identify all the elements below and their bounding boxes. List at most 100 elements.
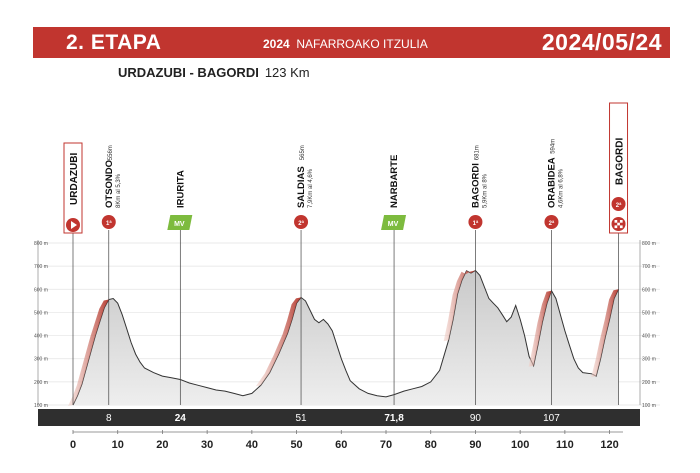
- km-bar-label: 107: [543, 413, 560, 424]
- marker-name: BAGORDI: [615, 138, 626, 185]
- y-axis-right: 100 m 200 m 300 m 400 m 500 m 600 m 700 m 800 m: [639, 240, 656, 409]
- y-tick-label-right: 100 m: [642, 403, 656, 409]
- y-tick-label-left: 400 m: [34, 334, 48, 340]
- climb-badge-icon: [294, 215, 309, 229]
- race-year: 2024: [263, 37, 290, 51]
- climb-badge-icon: [611, 197, 626, 211]
- y-tick-label-left: 600 m: [34, 287, 48, 293]
- marker-climb: 2ª SALDIAS 565m 7,9Km al 4,6%: [294, 145, 314, 405]
- climb-ribbon: [528, 290, 552, 367]
- y-tick-label-right: 200 m: [642, 380, 656, 386]
- km-bar-label: 51: [295, 413, 307, 424]
- x-tick-label: 120: [600, 439, 618, 451]
- checker-square: [617, 222, 620, 226]
- km-bar-background: [38, 409, 640, 426]
- checker-square: [619, 225, 623, 229]
- climb-altitude: 565m: [300, 145, 306, 160]
- y-tick-label-left: 500 m: [34, 310, 48, 316]
- race-title: NAFARROAKO ITZULIA: [296, 37, 428, 51]
- marker-climb: 2ª ORABIDEA 594m 4,6Km al 6,8%: [544, 139, 564, 405]
- climb-badge-icon: [101, 215, 116, 229]
- checker-square: [614, 220, 618, 223]
- y-tick-label-left: 300 m: [34, 357, 48, 363]
- stage-label: 2. ETAPA: [66, 31, 162, 54]
- x-axis: 0 10 20 30 40 50 60 70 80 90 100 110 120: [70, 430, 623, 451]
- x-tick-label: 20: [156, 439, 168, 451]
- climb-altitude: 556m: [108, 145, 114, 160]
- y-tick-label-left: 800 m: [34, 241, 48, 247]
- y-tick-label-left: 700 m: [34, 264, 48, 270]
- climb-gradient: 7,9Km al 4,6%: [308, 168, 314, 208]
- race-name: 2024 NAFARROAKO ITZULIA: [263, 37, 428, 51]
- play-icon: [71, 221, 77, 229]
- climb-gradient: 5,9Km al 8%: [482, 173, 488, 208]
- sprint-badge-label: MV: [388, 221, 399, 228]
- km-bar-label: 8: [106, 413, 112, 424]
- x-tick-label: 90: [469, 439, 481, 451]
- marker-sprint: MV NARBARTE: [381, 155, 407, 405]
- climb-badge-label: 1ª: [473, 220, 479, 227]
- x-tick-label: 110: [556, 439, 574, 451]
- x-tick-label: 40: [246, 439, 258, 451]
- x-tick-label: 0: [70, 439, 76, 451]
- climb-badge-icon: [468, 215, 483, 229]
- sprint-badge-icon: [167, 215, 193, 230]
- route-info: URDAZUBI - BAGORDI 123 Km: [118, 65, 310, 80]
- route-name: URDAZUBI - BAGORDI: [118, 65, 259, 80]
- km-bar-label: 24: [175, 413, 187, 424]
- marker-box: [63, 142, 83, 234]
- x-tick-label: 70: [380, 439, 392, 451]
- climb-ribbon-layer: [68, 270, 619, 406]
- climb-ribbon: [591, 289, 619, 378]
- y-tick-label-right: 800 m: [642, 241, 656, 247]
- climb-badge-label: 2ª: [549, 220, 555, 227]
- climb-ribbon: [255, 297, 301, 387]
- km-bar-label: 71,8: [384, 413, 404, 424]
- x-tick-label: 100: [511, 439, 529, 451]
- marker-name: OTSONDO: [104, 160, 115, 208]
- y-tick-label-right: 300 m: [642, 357, 656, 363]
- profile-area: [73, 270, 619, 405]
- marker-name: ORABIDEA: [546, 157, 557, 208]
- climb-badge-icon: [544, 215, 559, 229]
- marker-finish: BAGORDI 2ª: [609, 102, 629, 405]
- climb-badge-label: 2ª: [616, 202, 622, 209]
- sprint-badge-label: MV: [174, 221, 185, 228]
- y-tick-label-left: 100 m: [34, 403, 48, 409]
- race-date: 2024/05/24: [541, 29, 662, 55]
- y-tick-label-right: 700 m: [642, 264, 656, 270]
- checker-square: [614, 225, 618, 229]
- checker-square: [619, 220, 623, 223]
- climb-badge-label: 2ª: [298, 220, 304, 227]
- climb-ribbon: [443, 270, 476, 342]
- x-tick-label: 60: [335, 439, 347, 451]
- marker-name: BAGORDI: [470, 163, 481, 208]
- km-bar: 8 24 51 71,8 90 107: [38, 409, 640, 426]
- marker-start: URDAZUBI: [63, 142, 83, 405]
- header-banner: [33, 27, 670, 58]
- marker-name: NARBARTE: [389, 155, 400, 208]
- y-tick-label-right: 600 m: [642, 287, 656, 293]
- y-axis-left: 100 m 200 m 300 m 400 m 500 m 600 m 700 m 800 m: [34, 240, 48, 409]
- climb-badge-label: 1ª: [106, 220, 112, 227]
- y-tick-label-left: 200 m: [34, 380, 48, 386]
- km-bar-label: 90: [470, 413, 482, 424]
- climb-gradient: 4,6Km al 6,8%: [558, 168, 564, 208]
- marker-name: URDAZUBI: [69, 153, 80, 205]
- climb-altitude: 594m: [550, 139, 556, 154]
- x-tick-label: 80: [425, 439, 437, 451]
- climb-ribbon: [68, 299, 109, 406]
- x-tick-label: 50: [290, 439, 302, 451]
- marker-climb: 1ª BAGORDI 681m 5,9Km al 8%: [468, 145, 488, 405]
- marker-name: SALDIAS: [296, 166, 307, 208]
- y-tick-label-right: 500 m: [642, 310, 656, 316]
- climb-altitude: 681m: [474, 145, 480, 160]
- sprint-badge-icon: [381, 215, 407, 230]
- marker-name: IRURITA: [175, 170, 186, 208]
- x-tick-label: 30: [201, 439, 213, 451]
- marker-sprint: MV IRURITA: [167, 170, 193, 405]
- climb-gradient: 8Km al 5,3%: [116, 173, 122, 208]
